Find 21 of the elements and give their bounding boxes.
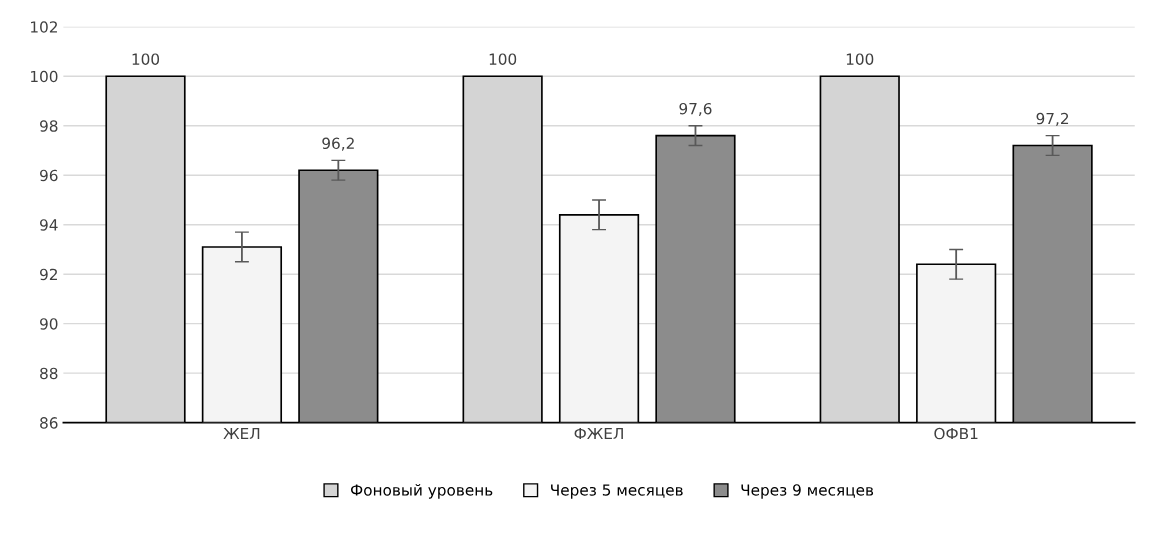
y-tick-label: 96	[40, 169, 58, 182]
x-tick-label: ЖЕЛ	[223, 427, 260, 440]
y-tick-label: 102	[31, 21, 57, 33]
y-tick-label: 90	[40, 318, 58, 330]
y-tick-label: 86	[40, 417, 58, 429]
y-tick-label: 88	[40, 367, 58, 380]
y-tick-label: 100	[31, 70, 58, 83]
y-tick-label: 94	[40, 219, 58, 231]
y-tick-label: 92	[40, 268, 57, 281]
x-tick-label: ФЖЕЛ	[574, 427, 623, 440]
y-tick-label: 98	[40, 120, 58, 132]
data-label: 96,2	[322, 137, 354, 151]
data-label: 100	[846, 53, 874, 65]
data-label: 97,2	[1036, 112, 1069, 126]
data-label: 100	[489, 53, 517, 65]
legend-label: Через 5 месяцев	[551, 484, 683, 499]
data-label: 97,6	[679, 102, 712, 116]
legend-label: Через 9 месяцев	[741, 484, 874, 499]
x-tick-label: ОФВ1	[934, 427, 978, 440]
data-label: 100	[132, 53, 160, 65]
legend-label: Фоновый уровень	[350, 483, 493, 499]
